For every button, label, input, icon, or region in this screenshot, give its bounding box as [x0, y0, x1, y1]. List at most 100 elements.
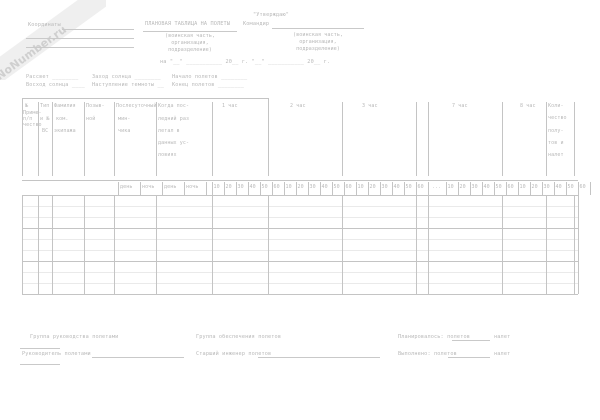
table-row[interactable]	[22, 195, 38, 206]
table-row[interactable]	[268, 261, 342, 272]
table-row[interactable]	[416, 283, 428, 294]
table-row[interactable]	[416, 250, 428, 261]
table-row[interactable]	[268, 272, 342, 283]
table-row[interactable]	[38, 250, 52, 261]
table-row[interactable]	[428, 217, 502, 228]
darkness-row-col2[interactable]: Наступление темноты __	[92, 82, 165, 88]
table-row[interactable]	[212, 250, 268, 261]
table-row[interactable]	[156, 261, 212, 272]
table-row[interactable]	[416, 239, 428, 250]
table-row[interactable]	[84, 250, 114, 261]
table-row[interactable]	[546, 217, 574, 228]
table-row[interactable]	[52, 195, 84, 206]
table-row[interactable]	[156, 272, 212, 283]
table-row[interactable]	[114, 206, 156, 217]
table-row[interactable]	[22, 261, 38, 272]
table-row[interactable]	[342, 250, 416, 261]
table-row[interactable]	[52, 228, 84, 239]
table-row[interactable]	[52, 283, 84, 294]
table-row[interactable]	[38, 195, 52, 206]
table-row[interactable]	[342, 206, 416, 217]
table-row[interactable]	[502, 228, 546, 239]
flight-end-col3[interactable]: Конец полетов ________	[172, 82, 245, 88]
table-row[interactable]	[342, 283, 416, 294]
table-row[interactable]	[22, 250, 38, 261]
table-row[interactable]	[156, 283, 212, 294]
table-row[interactable]	[52, 217, 84, 228]
sunrise2-row-col1[interactable]: Восход солнца ____	[26, 82, 85, 88]
table-row[interactable]	[84, 272, 114, 283]
table-row[interactable]	[212, 206, 268, 217]
table-row[interactable]	[546, 239, 574, 250]
table-row[interactable]	[22, 228, 38, 239]
table-row[interactable]	[428, 272, 502, 283]
table-row[interactable]	[268, 195, 342, 206]
table-row[interactable]	[212, 228, 268, 239]
table-row[interactable]	[114, 228, 156, 239]
table-row[interactable]	[156, 195, 212, 206]
table-row[interactable]	[502, 206, 546, 217]
table-row[interactable]	[268, 283, 342, 294]
table-row[interactable]	[342, 239, 416, 250]
table-row[interactable]	[428, 250, 502, 261]
table-row[interactable]	[342, 272, 416, 283]
table-row[interactable]	[52, 206, 84, 217]
sunset-row-col2[interactable]: Заход солнца ________	[92, 74, 161, 80]
table-row[interactable]	[268, 250, 342, 261]
table-row[interactable]	[114, 261, 156, 272]
table-row[interactable]	[342, 195, 416, 206]
table-row[interactable]	[22, 206, 38, 217]
table-row[interactable]	[546, 195, 574, 206]
flight-start-col3[interactable]: Начало полетов ________	[172, 74, 248, 80]
table-row[interactable]	[84, 283, 114, 294]
date-line[interactable]: на "__" ___________ 20__ г. "__" _______…	[160, 59, 331, 65]
table-row[interactable]	[22, 272, 38, 283]
table-row[interactable]	[268, 228, 342, 239]
table-row[interactable]	[342, 228, 416, 239]
table-row[interactable]	[546, 261, 574, 272]
table-row[interactable]	[212, 261, 268, 272]
table-row[interactable]	[342, 261, 416, 272]
unit-line[interactable]	[143, 31, 237, 32]
table-row[interactable]	[212, 283, 268, 294]
table-row[interactable]	[212, 195, 268, 206]
table-row[interactable]	[38, 261, 52, 272]
table-row[interactable]	[212, 239, 268, 250]
table-row[interactable]	[38, 272, 52, 283]
table-row[interactable]	[156, 217, 212, 228]
table-row[interactable]	[84, 228, 114, 239]
table-row[interactable]	[428, 228, 502, 239]
table-row[interactable]	[38, 228, 52, 239]
table-row[interactable]	[38, 217, 52, 228]
table-row[interactable]	[502, 195, 546, 206]
table-row[interactable]	[212, 217, 268, 228]
table-row[interactable]	[38, 283, 52, 294]
table-row[interactable]	[416, 206, 428, 217]
coordinates-line-2[interactable]	[26, 38, 134, 39]
table-row[interactable]	[114, 272, 156, 283]
table-row[interactable]	[114, 195, 156, 206]
table-row[interactable]	[428, 239, 502, 250]
table-row[interactable]	[84, 239, 114, 250]
table-row[interactable]	[114, 217, 156, 228]
table-row[interactable]	[502, 261, 546, 272]
table-row[interactable]	[416, 261, 428, 272]
table-row[interactable]	[428, 283, 502, 294]
table-row[interactable]	[546, 283, 574, 294]
table-row[interactable]	[52, 261, 84, 272]
table-row[interactable]	[156, 206, 212, 217]
table-row[interactable]	[416, 217, 428, 228]
table-row[interactable]	[546, 250, 574, 261]
table-row[interactable]	[546, 272, 574, 283]
done-value-line[interactable]	[448, 357, 490, 358]
table-row[interactable]	[546, 228, 574, 239]
table-row[interactable]	[416, 195, 428, 206]
table-row[interactable]	[38, 206, 52, 217]
table-row[interactable]	[22, 283, 38, 294]
table-row[interactable]	[416, 272, 428, 283]
commander-line[interactable]	[272, 28, 364, 29]
engineer-value-line[interactable]	[258, 357, 380, 358]
table-row[interactable]	[502, 217, 546, 228]
table-row[interactable]	[22, 217, 38, 228]
table-row[interactable]	[342, 217, 416, 228]
